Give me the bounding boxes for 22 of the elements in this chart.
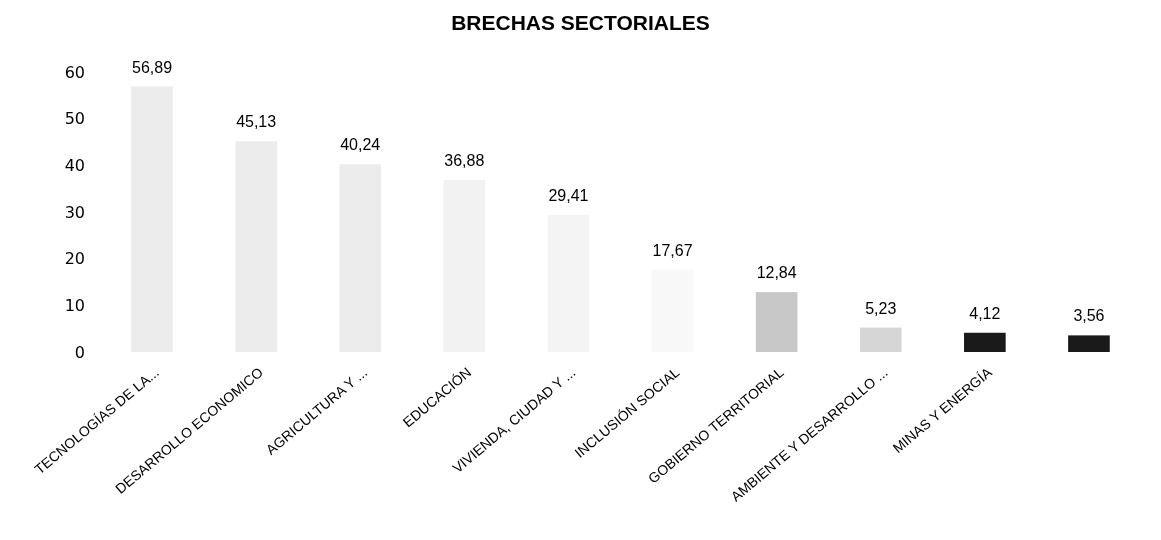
bar xyxy=(755,292,798,352)
data-label: 17,67 xyxy=(652,241,693,259)
data-label: 29,41 xyxy=(548,186,589,204)
bar xyxy=(859,327,902,352)
data-label: 56,89 xyxy=(132,58,173,76)
bar xyxy=(964,332,1006,352)
y-tick-label: 60 xyxy=(64,62,85,82)
y-tick-label: 30 xyxy=(64,202,85,222)
y-tick-label: 10 xyxy=(64,295,85,315)
data-label: 3,56 xyxy=(1073,307,1105,325)
y-tick-label: 0 xyxy=(74,342,85,362)
data-label: 36,88 xyxy=(444,151,485,169)
data-label: 45,13 xyxy=(236,113,277,131)
bar xyxy=(1068,335,1110,352)
data-label: 4,12 xyxy=(969,304,1001,322)
data-label: 12,84 xyxy=(756,264,797,282)
data-label: 40,24 xyxy=(340,136,381,154)
y-tick-label: 40 xyxy=(64,155,85,175)
data-label: 5,23 xyxy=(865,299,897,317)
y-tick-label: 50 xyxy=(64,109,85,129)
y-tick-label: 20 xyxy=(64,249,85,269)
chart-title: BRECHAS SECTORIALES xyxy=(451,11,710,34)
